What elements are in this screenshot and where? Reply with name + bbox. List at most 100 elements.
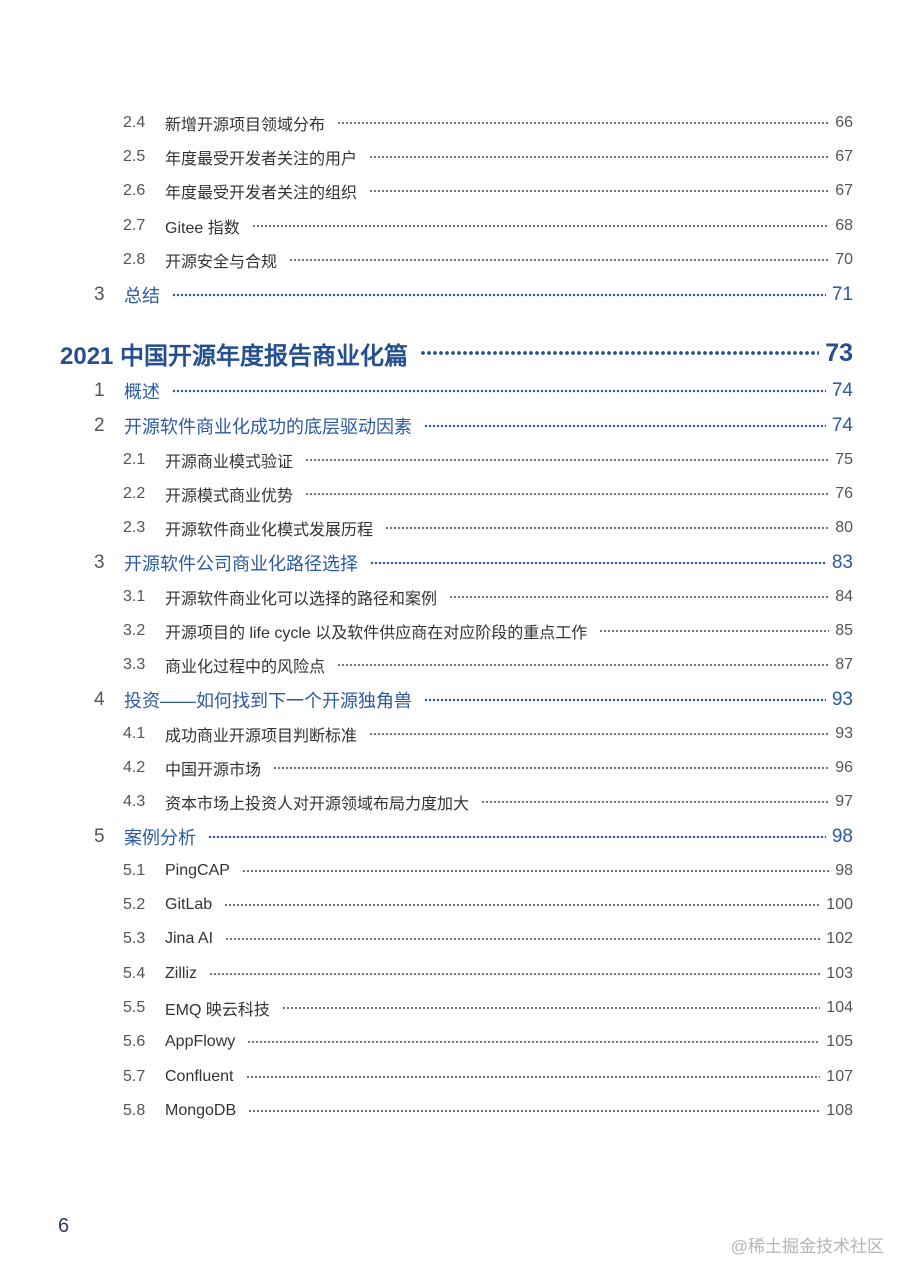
toc-title: 开源商业模式验证 — [165, 454, 294, 471]
toc-title: Confluent — [165, 1068, 234, 1085]
toc-section-entry[interactable]: 5.5 EMQ 映云科技 104 — [0, 993, 912, 1023]
toc-title: 2021 中国开源年度报告商业化篇 — [60, 342, 409, 370]
page-number: 6 — [58, 1215, 70, 1237]
toc-section-entry[interactable]: 5.1 PingCAP 98 — [0, 856, 912, 886]
toc-chapter-entry[interactable]: 4 投资——如何找到下一个开源独角兽 93 — [0, 685, 912, 715]
toc-page-number: 108 — [826, 1102, 853, 1119]
toc-number: 4 — [94, 689, 105, 710]
toc-section-entry[interactable]: 4.1 成功商业开源项目判断标准 93 — [0, 719, 912, 749]
toc-page-number: 87 — [835, 656, 853, 673]
toc-page-number: 93 — [835, 725, 853, 742]
toc-page-number: 70 — [835, 251, 853, 268]
dot-leader — [172, 293, 826, 297]
toc-number: 2.5 — [123, 148, 146, 165]
toc-chapter-entry[interactable]: 2 开源软件商业化成功的底层驱动因素 74 — [0, 411, 912, 441]
toc-chapter-entry[interactable]: 3 总结 71 — [0, 280, 912, 310]
toc-section-entry[interactable]: 3.2 开源项目的 life cycle 以及软件供应商在对应阶段的重点工作 85 — [0, 616, 912, 646]
toc-section-entry[interactable]: 5.3 Jina AI 102 — [0, 924, 912, 954]
toc-number: 2.6 — [123, 182, 146, 199]
toc-title: 年度最受开发者关注的组织 — [165, 185, 358, 202]
dot-leader — [370, 561, 826, 565]
dot-leader — [337, 121, 829, 125]
toc-title: 年度最受开发者关注的用户 — [165, 151, 358, 168]
dot-leader — [252, 224, 829, 228]
toc-title: 资本市场上投资人对开源领域布局力度加大 — [165, 796, 470, 813]
dot-leader — [305, 492, 829, 496]
dot-leader — [424, 424, 826, 428]
toc-section-entry[interactable]: 3.3 商业化过程中的风险点 87 — [0, 650, 912, 680]
dot-leader — [481, 800, 829, 804]
toc-page-number: 96 — [835, 759, 853, 776]
toc-title: 概述 — [124, 382, 160, 402]
toc-number: 5.4 — [123, 965, 146, 982]
toc-title: 开源安全与合规 — [165, 254, 278, 271]
toc-section-entry[interactable]: 5.6 AppFlowy 105 — [0, 1027, 912, 1057]
toc-title: GitLab — [165, 896, 213, 913]
dot-leader — [305, 458, 829, 462]
dot-leader — [369, 155, 829, 159]
toc-section-entry[interactable]: 5.8 MongoDB 108 — [0, 1096, 912, 1126]
toc-page-number: 80 — [835, 519, 853, 536]
toc-section-entry[interactable]: 4.3 资本市场上投资人对开源领域布局力度加大 97 — [0, 787, 912, 817]
toc-section-entry[interactable]: 2.8 开源安全与合规 70 — [0, 245, 912, 275]
toc-title: 投资——如何找到下一个开源独角兽 — [124, 691, 412, 711]
toc-section-entry[interactable]: 5.4 Zilliz 103 — [0, 959, 912, 989]
toc-number: 5.1 — [123, 862, 146, 879]
toc-number: 2 — [94, 415, 105, 436]
toc-title: MongoDB — [165, 1102, 237, 1119]
toc-number: 5 — [94, 826, 105, 847]
toc-page-number: 73 — [825, 338, 853, 367]
toc-section-entry[interactable]: 2.5 年度最受开发者关注的用户 67 — [0, 142, 912, 172]
toc-number: 5.6 — [123, 1033, 146, 1050]
toc-title: Jina AI — [165, 930, 214, 947]
toc-page-number: 71 — [831, 284, 853, 305]
toc-page-number: 98 — [835, 862, 853, 879]
toc-title: EMQ 映云科技 — [165, 1002, 270, 1019]
toc-page-number: 102 — [826, 930, 853, 947]
toc-title: 案例分析 — [124, 828, 196, 848]
toc-section-entry[interactable]: 3.1 开源软件商业化可以选择的路径和案例 84 — [0, 582, 912, 612]
toc-section-entry[interactable]: 5.7 Confluent 107 — [0, 1062, 912, 1092]
toc-chapter-entry[interactable]: 3 开源软件公司商业化路径选择 83 — [0, 548, 912, 578]
toc-chapter-entry[interactable]: 1 概述 74 — [0, 376, 912, 406]
toc-page-number: 67 — [835, 182, 853, 199]
toc-page-number: 75 — [835, 451, 853, 468]
dot-leader — [247, 1040, 820, 1044]
dot-leader — [273, 766, 829, 770]
toc-section-entry[interactable]: 5.2 GitLab 100 — [0, 890, 912, 920]
dot-leader — [209, 972, 820, 976]
toc-section-entry[interactable]: 2.4 新增开源项目领域分布 66 — [0, 108, 912, 138]
toc-page-number: 98 — [831, 826, 853, 847]
toc-page-number: 97 — [835, 793, 853, 810]
dot-leader — [289, 258, 829, 262]
toc-title: 开源软件商业化模式发展历程 — [165, 522, 374, 539]
dot-leader — [282, 1006, 820, 1010]
toc-section-entry[interactable]: 2.7 Gitee 指数 68 — [0, 211, 912, 241]
toc-page-number: 93 — [831, 689, 853, 710]
dot-leader — [369, 189, 829, 193]
toc-number: 5.2 — [123, 896, 146, 913]
toc-title: 开源软件商业化成功的底层驱动因素 — [124, 417, 412, 437]
toc-section-entry[interactable]: 2.2 开源模式商业优势 76 — [0, 479, 912, 509]
toc-section-entry[interactable]: 2.6 年度最受开发者关注的组织 67 — [0, 176, 912, 206]
toc-chapter-entry[interactable]: 5 案例分析 98 — [0, 822, 912, 852]
toc-section-entry[interactable]: 2.1 开源商业模式验证 75 — [0, 445, 912, 475]
dot-leader — [337, 663, 829, 667]
toc-number: 2.2 — [123, 485, 146, 502]
toc-title: 开源模式商业优势 — [165, 488, 294, 505]
toc-section-entry[interactable]: 4.2 中国开源市场 96 — [0, 753, 912, 783]
dot-leader — [172, 389, 826, 393]
dot-leader — [248, 1109, 820, 1113]
toc-title: 开源软件公司商业化路径选择 — [124, 554, 358, 574]
toc-part-heading[interactable]: 2021 中国开源年度报告商业化篇 73 — [0, 338, 912, 370]
toc-title: 开源项目的 life cycle 以及软件供应商在对应阶段的重点工作 — [165, 625, 588, 642]
toc-page-number: 68 — [835, 217, 853, 234]
toc-page-number: 107 — [826, 1068, 853, 1085]
toc-page-number: 67 — [835, 148, 853, 165]
toc-number: 3 — [94, 284, 105, 305]
toc-number: 3 — [94, 552, 105, 573]
toc-title: 开源软件商业化可以选择的路径和案例 — [165, 591, 438, 608]
toc-page-number: 84 — [835, 588, 853, 605]
toc-number: 2.7 — [123, 217, 146, 234]
toc-section-entry[interactable]: 2.3 开源软件商业化模式发展历程 80 — [0, 513, 912, 543]
